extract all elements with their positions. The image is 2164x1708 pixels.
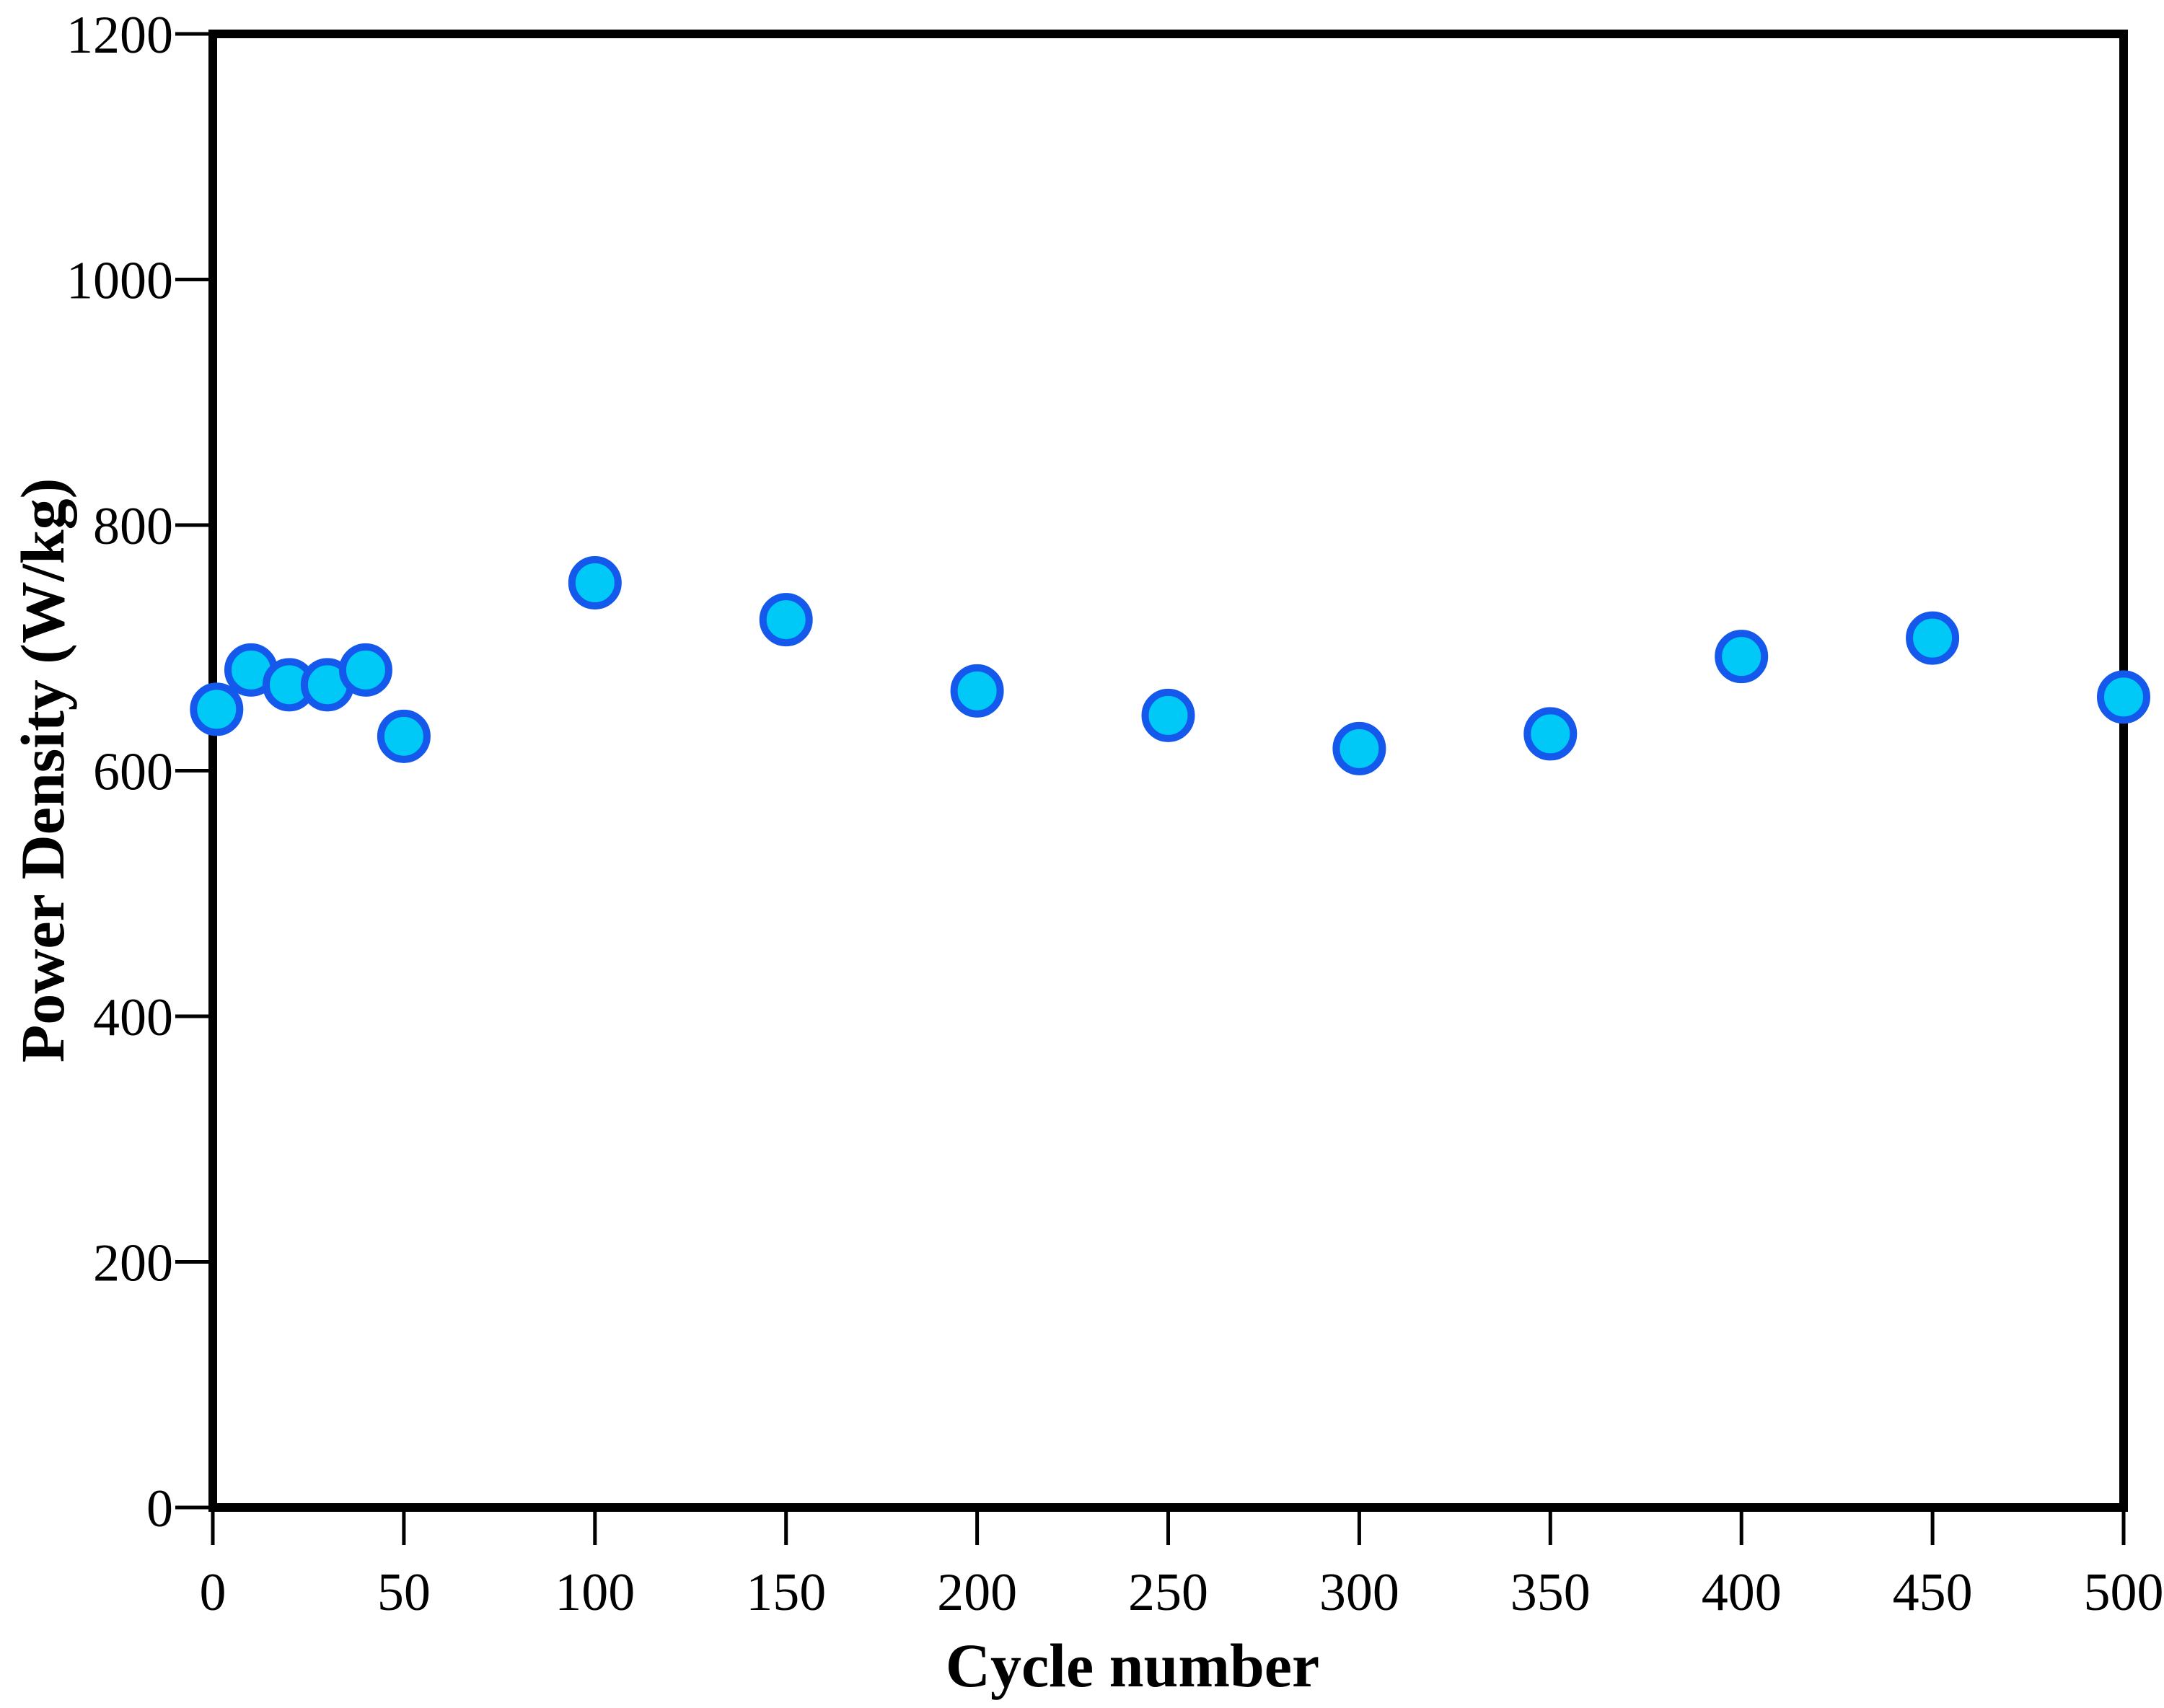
- y-tick-label: 200: [93, 1234, 173, 1293]
- x-tick-label: 100: [555, 1563, 635, 1622]
- x-tick-label: 350: [1510, 1563, 1591, 1622]
- data-point: [950, 664, 1004, 718]
- data-point: [1141, 688, 1195, 742]
- y-tick-label: 400: [93, 988, 173, 1047]
- data-point: [2097, 670, 2150, 724]
- plot-frame: [208, 30, 2128, 1512]
- x-tick-label: 150: [746, 1563, 826, 1622]
- data-point: [1332, 721, 1386, 775]
- y-tick-label: 1200: [66, 6, 173, 65]
- x-tick-label: 250: [1128, 1563, 1208, 1622]
- data-point: [377, 709, 431, 763]
- y-tick-label: 600: [93, 743, 173, 802]
- x-tick-label: 450: [1893, 1563, 1973, 1622]
- y-tick-label: 800: [93, 497, 173, 556]
- x-tick-label: 300: [1319, 1563, 1399, 1622]
- x-tick-label: 400: [1702, 1563, 1782, 1622]
- x-tick-label: 500: [2084, 1563, 2164, 1622]
- data-point: [759, 593, 813, 647]
- y-tick-label: 0: [146, 1479, 173, 1538]
- data-point: [190, 682, 244, 736]
- y-tick-label: 1000: [66, 252, 173, 311]
- x-tick-label: 50: [377, 1563, 431, 1622]
- x-tick-label: 200: [937, 1563, 1017, 1622]
- y-axis-title: Power Density (W/kg): [8, 478, 77, 1063]
- data-point: [1523, 707, 1578, 761]
- x-axis-title: Cycle number: [946, 1631, 1319, 1700]
- data-point: [1715, 630, 1769, 684]
- x-tick-label: 0: [200, 1563, 226, 1622]
- data-point: [568, 556, 622, 610]
- data-point: [338, 643, 392, 697]
- data-point: [1906, 611, 1960, 665]
